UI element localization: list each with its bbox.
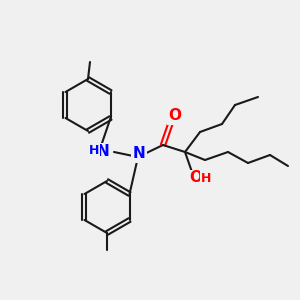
Text: O: O	[190, 170, 202, 185]
Text: N: N	[97, 145, 110, 160]
Text: H: H	[89, 145, 99, 158]
Text: N: N	[133, 146, 146, 161]
Text: H: H	[201, 172, 211, 184]
Text: O: O	[169, 109, 182, 124]
